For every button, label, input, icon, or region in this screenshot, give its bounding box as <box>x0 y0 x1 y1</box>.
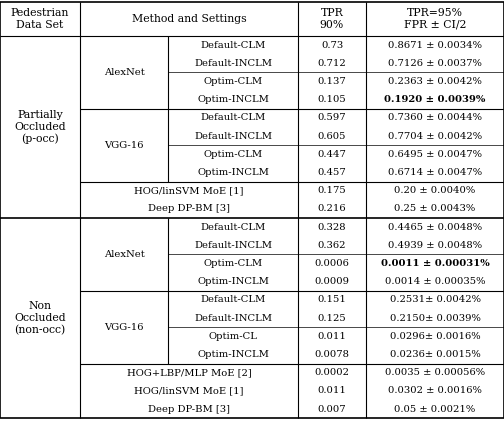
Text: 0.6495 ± 0.0047%: 0.6495 ± 0.0047% <box>388 150 482 159</box>
Text: 0.0236± 0.0015%: 0.0236± 0.0015% <box>390 350 480 359</box>
Text: Default-CLM: Default-CLM <box>201 296 266 304</box>
Text: 0.2363 ± 0.0042%: 0.2363 ± 0.0042% <box>388 77 482 86</box>
Text: Default-CLM: Default-CLM <box>201 41 266 50</box>
Text: 0.20 ± 0.0040%: 0.20 ± 0.0040% <box>394 186 476 195</box>
Text: 0.2531± 0.0042%: 0.2531± 0.0042% <box>390 296 480 304</box>
Text: Partially
Occluded
(p-occ): Partially Occluded (p-occ) <box>14 110 66 144</box>
Text: 0.151: 0.151 <box>318 296 346 304</box>
Text: AlexNet: AlexNet <box>104 68 144 77</box>
Text: 0.0296± 0.0016%: 0.0296± 0.0016% <box>390 332 480 341</box>
Text: 0.0002: 0.0002 <box>314 368 349 377</box>
Text: 0.0014 ± 0.00035%: 0.0014 ± 0.00035% <box>385 277 485 286</box>
Text: 0.447: 0.447 <box>318 150 346 159</box>
Text: 0.4939 ± 0.0048%: 0.4939 ± 0.0048% <box>388 241 482 250</box>
Text: TPR
90%: TPR 90% <box>320 8 344 30</box>
Text: 0.457: 0.457 <box>318 168 346 177</box>
Text: 0.0035 ± 0.00056%: 0.0035 ± 0.00056% <box>385 368 485 377</box>
Text: Deep DP-BM [3]: Deep DP-BM [3] <box>148 404 230 413</box>
Text: 0.007: 0.007 <box>318 404 346 413</box>
Text: 0.0302 ± 0.0016%: 0.0302 ± 0.0016% <box>388 386 482 396</box>
Text: 0.8671 ± 0.0034%: 0.8671 ± 0.0034% <box>388 41 482 50</box>
Text: 0.712: 0.712 <box>318 59 346 68</box>
Text: 0.137: 0.137 <box>318 77 346 86</box>
Text: 0.05 ± 0.0021%: 0.05 ± 0.0021% <box>394 404 476 413</box>
Text: Optim-INCLM: Optim-INCLM <box>197 350 269 359</box>
Text: 0.0078: 0.0078 <box>314 350 349 359</box>
Text: HOG+LBP/MLP MoE [2]: HOG+LBP/MLP MoE [2] <box>127 368 251 377</box>
Text: Method and Settings: Method and Settings <box>132 14 246 24</box>
Text: 0.7704 ± 0.0042%: 0.7704 ± 0.0042% <box>388 131 482 141</box>
Text: Deep DP-BM [3]: Deep DP-BM [3] <box>148 204 230 213</box>
Text: Non
Occluded
(non-occ): Non Occluded (non-occ) <box>14 301 66 335</box>
Text: Optim-CLM: Optim-CLM <box>204 77 263 86</box>
Text: 0.4465 ± 0.0048%: 0.4465 ± 0.0048% <box>388 223 482 232</box>
Text: 0.362: 0.362 <box>318 241 346 250</box>
Text: Default-CLM: Default-CLM <box>201 113 266 123</box>
Text: 0.73: 0.73 <box>321 41 343 50</box>
Text: AlexNet: AlexNet <box>104 250 144 259</box>
Text: HOG/linSVM MoE [1]: HOG/linSVM MoE [1] <box>134 386 244 396</box>
Text: 0.6714 ± 0.0047%: 0.6714 ± 0.0047% <box>388 168 482 177</box>
Text: 0.125: 0.125 <box>318 314 346 323</box>
Text: 0.597: 0.597 <box>318 113 346 123</box>
Text: Optim-INCLM: Optim-INCLM <box>197 277 269 286</box>
Text: 0.1920 ± 0.0039%: 0.1920 ± 0.0039% <box>385 95 486 104</box>
Text: 0.011: 0.011 <box>318 386 346 396</box>
Text: 0.7126 ± 0.0037%: 0.7126 ± 0.0037% <box>388 59 482 68</box>
Text: Optim-CLM: Optim-CLM <box>204 259 263 268</box>
Text: 0.175: 0.175 <box>318 186 346 195</box>
Text: 0.0009: 0.0009 <box>314 277 349 286</box>
Text: 0.0011 ± 0.00031%: 0.0011 ± 0.00031% <box>381 259 489 268</box>
Text: Default-INCLM: Default-INCLM <box>194 59 272 68</box>
Text: Optim-CL: Optim-CL <box>209 332 258 341</box>
Text: 0.216: 0.216 <box>318 204 346 213</box>
Text: 0.011: 0.011 <box>318 332 346 341</box>
Text: 0.605: 0.605 <box>318 131 346 141</box>
Text: Pedestrian
Data Set: Pedestrian Data Set <box>11 8 69 30</box>
Text: Default-INCLM: Default-INCLM <box>194 131 272 141</box>
Text: HOG/linSVM MoE [1]: HOG/linSVM MoE [1] <box>134 186 244 195</box>
Text: TPR=95%
FPR ± CI/2: TPR=95% FPR ± CI/2 <box>404 8 466 30</box>
Text: Default-INCLM: Default-INCLM <box>194 314 272 323</box>
Text: 0.2150± 0.0039%: 0.2150± 0.0039% <box>390 314 480 323</box>
Text: VGG-16: VGG-16 <box>104 323 144 332</box>
Text: 0.105: 0.105 <box>318 95 346 104</box>
Text: 0.25 ± 0.0043%: 0.25 ± 0.0043% <box>394 204 476 213</box>
Text: Optim-INCLM: Optim-INCLM <box>197 168 269 177</box>
Text: 0.328: 0.328 <box>318 223 346 232</box>
Text: 0.7360 ± 0.0044%: 0.7360 ± 0.0044% <box>388 113 482 123</box>
Text: Optim-INCLM: Optim-INCLM <box>197 95 269 104</box>
Text: Default-CLM: Default-CLM <box>201 223 266 232</box>
Text: Optim-CLM: Optim-CLM <box>204 150 263 159</box>
Text: VGG-16: VGG-16 <box>104 141 144 150</box>
Text: Default-INCLM: Default-INCLM <box>194 241 272 250</box>
Text: 0.0006: 0.0006 <box>314 259 349 268</box>
